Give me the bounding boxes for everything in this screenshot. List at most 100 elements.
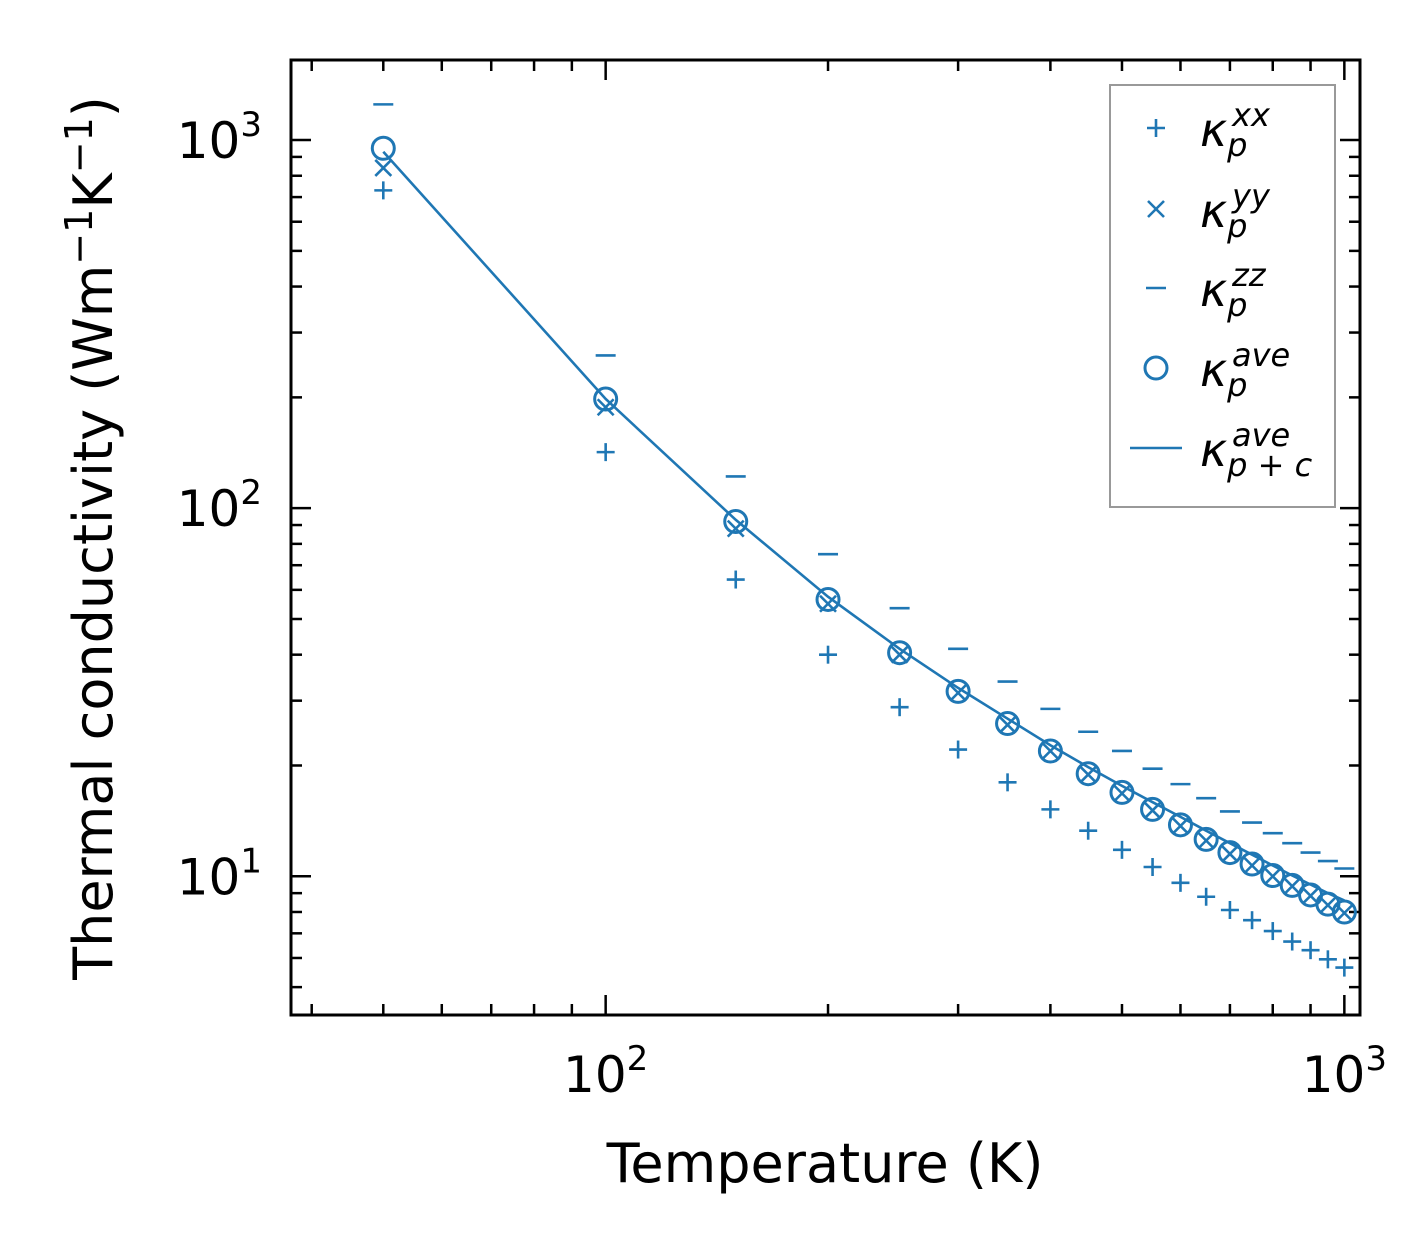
data-marks: [370, 103, 1357, 977]
legend-superscript-kzz: zz: [1231, 256, 1267, 294]
point-kyy-d2: [949, 683, 968, 702]
legend-box: [1109, 84, 1336, 508]
point-kxx: [1197, 887, 1216, 906]
y-tick-base: 10: [177, 480, 241, 538]
point-kave: [815, 586, 841, 612]
y-axis-label-sup1: −1: [57, 209, 101, 265]
y-axis-label-mid: K: [62, 172, 125, 209]
y-axis-label: Thermal conductivity (Wm−1K−1): [57, 96, 125, 981]
x-tick-base: 10: [1302, 1046, 1366, 1104]
point-kxx: [1143, 857, 1162, 876]
point-kxx: [1079, 821, 1098, 840]
x-tick-label: 103: [1302, 1039, 1387, 1104]
y-axis-label-main: Thermal conductivity (Wm: [62, 265, 125, 981]
point-kyy-d2: [596, 398, 615, 417]
legend-subscript: p: [1226, 207, 1247, 245]
point-kxx: [1263, 922, 1282, 941]
point-kxx: [1301, 941, 1320, 960]
legend-kappa: κ: [1200, 103, 1227, 157]
legend-label-kave_pc: κp + c: [1200, 423, 1313, 484]
point-kyy-d2: [1301, 886, 1320, 905]
point-kyy-d2: [374, 159, 393, 177]
y-tick-base: 10: [177, 112, 241, 170]
y-tick-exp: 1: [240, 841, 262, 881]
y-tick-label: 102: [177, 473, 262, 538]
legend-superscript-kxx: xx: [1231, 96, 1271, 134]
point-kxx: [374, 181, 393, 200]
point-kxx: [890, 698, 909, 717]
point-kave: [1331, 899, 1357, 925]
point-kyy-d2: [1318, 896, 1337, 915]
axis-ticks: [291, 60, 1360, 1015]
legend-subscript: p + c: [1226, 446, 1312, 484]
point-kyy-d2: [890, 645, 909, 664]
point-kyy-d2: [1283, 877, 1302, 896]
point-kave: [1217, 840, 1243, 866]
point-kxx: [1220, 900, 1239, 919]
point-kyy: [1283, 877, 1302, 896]
point-kave: [370, 135, 396, 161]
point-kave: [593, 386, 619, 412]
x-tick-exp: 3: [1365, 1039, 1387, 1079]
point-kave: [887, 640, 913, 666]
legend-label-kyy: κp: [1200, 184, 1247, 245]
legend-label-kzz: κp: [1200, 263, 1247, 324]
point-kyy-d2: [998, 715, 1017, 734]
point-kxx: [949, 740, 968, 759]
series-line-kave_pc: [382, 150, 1345, 902]
legend-kappa: κ: [1200, 184, 1227, 238]
legend-marker-kyy-d2: [1147, 200, 1165, 218]
point-kyy: [998, 715, 1017, 734]
point-kyy-d2: [1221, 845, 1239, 863]
legend-marker-kave: [1143, 355, 1169, 381]
point-kave: [1239, 851, 1265, 877]
point-kxx: [819, 645, 838, 664]
point-kxx: [1041, 800, 1060, 819]
point-kave: [995, 711, 1021, 737]
point-kxx: [998, 773, 1017, 792]
point-kxx: [1243, 911, 1262, 930]
point-kyy: [1243, 856, 1261, 875]
point-kyy-d2: [1263, 867, 1282, 886]
legend-superscript-kyy: yy: [1231, 177, 1271, 215]
point-kxx: [726, 570, 745, 589]
point-kave: [1167, 812, 1193, 838]
legend-superscript-kave: ave: [1232, 336, 1290, 374]
y-tick-base: 10: [177, 848, 241, 906]
point-kxx: [596, 443, 615, 462]
point-kyy-d2: [1041, 742, 1060, 760]
x-tick-base: 10: [563, 1046, 627, 1104]
point-kyy: [596, 398, 615, 417]
legend-superscript-kave_pc: ave: [1232, 416, 1290, 454]
point-kyy-d2: [1197, 831, 1216, 850]
point-kyy: [1041, 742, 1060, 760]
point-kxx: [1171, 873, 1190, 892]
legend-subscript: p: [1226, 286, 1247, 324]
legend-marker-kxx: [1147, 119, 1165, 137]
y-tick-label: 103: [177, 105, 262, 170]
legend-label-kave: κp: [1200, 343, 1247, 404]
x-tick-exp: 2: [627, 1039, 649, 1079]
x-axis-label: Temperature (K): [606, 1132, 1044, 1195]
point-kxx: [1283, 932, 1302, 951]
legend-label-kxx: κp: [1200, 103, 1247, 164]
legend-kappa: κ: [1200, 423, 1227, 477]
y-axis-label-sup2: −1: [57, 117, 101, 173]
point-kyy: [890, 645, 909, 664]
point-kyy: [1221, 845, 1239, 863]
legend-marker-kyy: [1147, 200, 1165, 218]
point-kxx: [1112, 840, 1131, 859]
point-kxx: [1335, 958, 1354, 977]
point-kyy: [1197, 831, 1216, 850]
point-kyy: [374, 159, 393, 177]
axes-frame: [289, 58, 1362, 1017]
y-tick-exp: 3: [240, 105, 262, 145]
y-axis-label-end: ): [62, 96, 125, 117]
legend-kappa: κ: [1200, 263, 1227, 317]
x-tick-label: 102: [563, 1039, 648, 1104]
point-kyy: [1263, 867, 1282, 886]
legend-subscript: p: [1226, 126, 1247, 164]
point-kave: [723, 509, 749, 535]
